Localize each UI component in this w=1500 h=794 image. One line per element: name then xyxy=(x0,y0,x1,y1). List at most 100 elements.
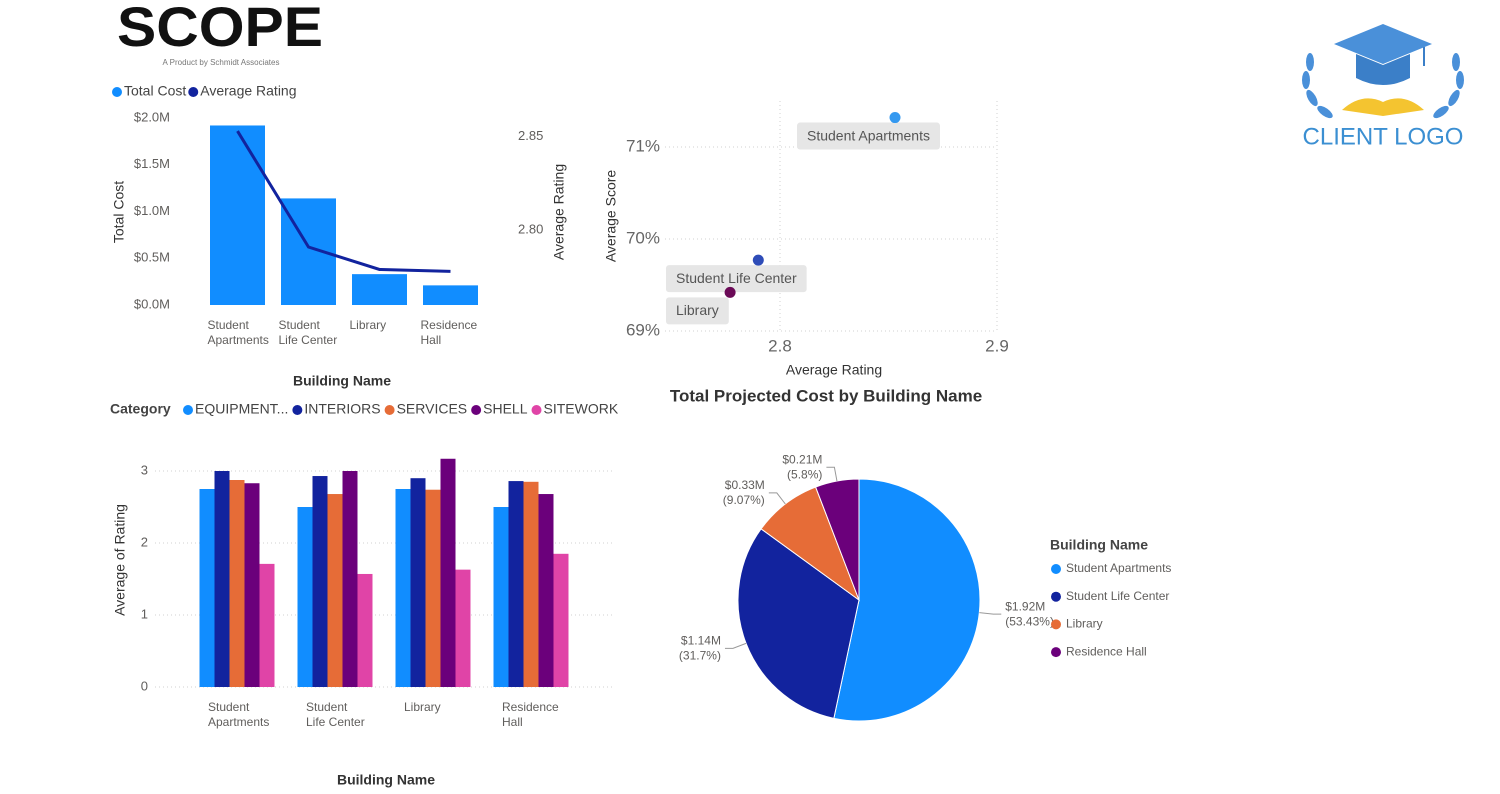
bar xyxy=(259,563,275,687)
data-label-box xyxy=(666,265,807,293)
legend-label: Average Rating xyxy=(200,83,296,99)
data-label: Student Apartments xyxy=(807,127,930,143)
legend-marker xyxy=(183,405,193,415)
leader-line xyxy=(826,466,838,482)
legend-label: Student Life Center xyxy=(1066,589,1169,603)
client-logo: CLIENT LOGO xyxy=(1302,24,1464,150)
legend-label: Residence Hall xyxy=(1066,644,1147,658)
legend-label: Library xyxy=(1066,617,1103,631)
bar xyxy=(327,494,343,687)
logo-tagline: A Product by Schmidt Associates xyxy=(163,58,280,67)
data-label: $1.92M xyxy=(1005,599,1045,613)
bar xyxy=(425,489,441,687)
bar xyxy=(199,489,215,687)
y2-tick-label: 2.80 xyxy=(518,222,543,237)
y-axis-title: Average Score xyxy=(603,170,619,263)
data-label-percent: (9.07%) xyxy=(723,493,765,507)
x-tick-label: Student Apartments xyxy=(208,700,269,729)
legend-label: SITEWORK xyxy=(544,401,619,417)
bar xyxy=(423,285,478,305)
book xyxy=(1342,98,1424,116)
bar xyxy=(342,471,358,687)
legend-marker xyxy=(384,405,395,415)
y-tick-label: $0.0M xyxy=(134,296,170,311)
legend-label: Student Apartments xyxy=(1066,561,1171,575)
x-tick-label: Library xyxy=(404,700,441,714)
bar xyxy=(553,553,569,687)
legend-marker xyxy=(1051,564,1061,574)
y-tick-label: $1.5M xyxy=(134,156,170,171)
point xyxy=(752,254,764,266)
bar xyxy=(244,483,260,687)
bar xyxy=(210,125,265,305)
legend-title: Building Name xyxy=(1050,537,1148,553)
legend-marker xyxy=(188,87,199,97)
cap-base xyxy=(1356,54,1410,85)
y-tick-label: 70% xyxy=(626,228,660,247)
x-axis-title: Building Name xyxy=(293,373,391,389)
y2-tick-label: 2.85 xyxy=(518,128,543,143)
x-axis-title: Average Rating xyxy=(786,362,882,378)
y-tick-label: 69% xyxy=(626,320,660,339)
bar xyxy=(395,489,411,687)
legend-marker xyxy=(112,87,122,97)
bar xyxy=(297,507,313,687)
data-label: $0.33M xyxy=(725,478,765,492)
y-axis-title: Average of Rating xyxy=(112,504,128,616)
legend-title: Category xyxy=(110,401,171,417)
leader-line xyxy=(768,492,786,505)
x-axis-title: Building Name xyxy=(337,772,435,788)
x-tick-label: Residence Hall xyxy=(421,318,481,347)
legend-label: INTERIORS xyxy=(304,401,380,417)
data-label-box xyxy=(797,122,940,150)
legend-marker xyxy=(292,405,303,415)
bar xyxy=(538,494,554,687)
bar xyxy=(440,458,456,687)
cap-top xyxy=(1334,24,1432,64)
laurel-right xyxy=(1433,53,1464,119)
y-tick-label: 1 xyxy=(141,606,148,621)
logo-text: SCOPE xyxy=(117,0,323,58)
pie-slice xyxy=(814,478,860,601)
legend-marker xyxy=(1051,591,1061,602)
legend-label: SERVICES xyxy=(397,401,468,417)
data-label-percent: (53.43%) xyxy=(1005,614,1054,628)
data-label-box xyxy=(666,297,729,325)
bar xyxy=(523,481,539,687)
legend-marker xyxy=(1051,647,1061,658)
client-logo-text: CLIENT LOGO xyxy=(1303,123,1464,150)
y-tick-label: 0 xyxy=(141,678,148,693)
chart-title: Total Projected Cost by Building Name xyxy=(670,386,982,405)
bar xyxy=(493,507,509,687)
y-tick-label: 3 xyxy=(141,462,148,477)
data-label: $1.14M xyxy=(681,634,721,648)
x-tick-label: Library xyxy=(350,318,387,332)
legend-label: SHELL xyxy=(483,401,528,417)
y-tick-label: 2 xyxy=(141,534,148,549)
y-tick-label: 71% xyxy=(626,136,660,155)
legend-label: EQUIPMENT... xyxy=(195,401,288,417)
bar xyxy=(352,274,407,305)
leader-line xyxy=(979,612,1002,615)
legend-label: Total Cost xyxy=(124,83,186,99)
legend-marker xyxy=(531,405,542,415)
x-tick-label: 2.8 xyxy=(768,336,792,355)
data-label-percent: (31.7%) xyxy=(679,649,721,663)
laurel-left xyxy=(1302,53,1333,119)
x-tick-label: Student Life Center xyxy=(279,318,338,347)
bar xyxy=(508,481,524,687)
data-label-percent: (5.8%) xyxy=(787,467,822,481)
bar xyxy=(410,478,426,687)
bar xyxy=(357,573,373,687)
x-tick-label: 2.9 xyxy=(985,336,1009,355)
bar xyxy=(214,471,230,687)
bar xyxy=(312,476,328,687)
point xyxy=(724,286,736,298)
y-tick-label: $2.0M xyxy=(134,109,170,124)
point xyxy=(889,112,901,124)
bar xyxy=(229,480,245,687)
data-label: Library xyxy=(676,302,719,318)
y-tick-label: $1.0M xyxy=(134,203,170,218)
pie-slice xyxy=(833,478,981,722)
